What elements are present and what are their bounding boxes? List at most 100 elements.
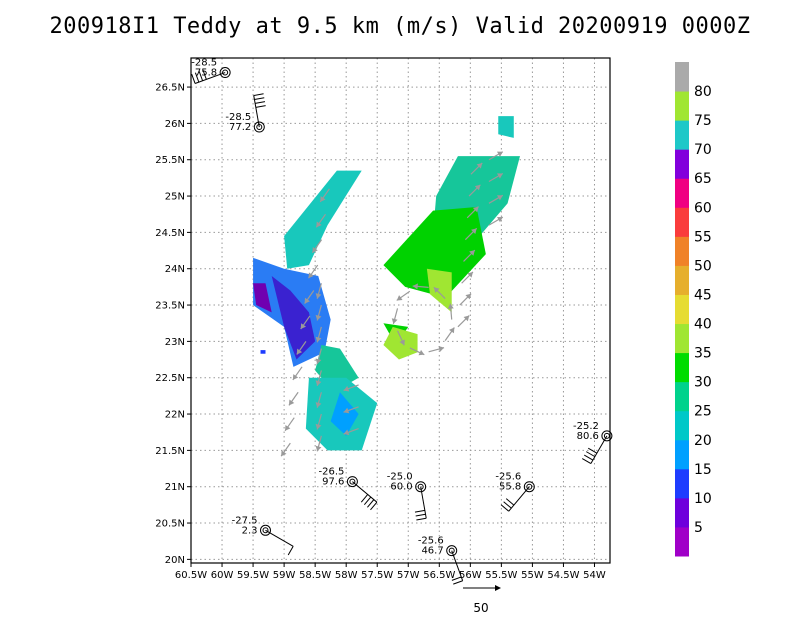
wind-vector-head <box>315 314 322 321</box>
wind-barb <box>508 486 530 512</box>
plot-frame <box>190 57 611 564</box>
wind-region <box>253 283 272 313</box>
wind-region <box>330 392 359 436</box>
wind-barb-flag <box>202 69 207 80</box>
wind-barb-flag <box>587 447 598 454</box>
wind-vector-head <box>399 339 405 346</box>
colorbar-label: 50 <box>694 258 712 274</box>
colorbar-swatch <box>675 62 689 92</box>
wind-vector-head <box>315 445 322 452</box>
station-marker-inner <box>526 483 533 490</box>
wind-vector-head <box>391 318 398 324</box>
colorbar-swatch <box>675 236 689 266</box>
colorbar-swatch <box>675 410 689 441</box>
wind-barb-flag <box>453 580 463 585</box>
colorbar-swatch <box>675 439 689 470</box>
wind-vector-head <box>467 271 473 278</box>
y-tick-label: 22.5N <box>155 373 185 384</box>
wind-barb-flag <box>503 501 512 509</box>
station-marker <box>253 121 265 133</box>
wind-vector-head <box>447 303 454 309</box>
wind-vector-head <box>315 402 322 408</box>
colorbar-label: 30 <box>694 375 712 391</box>
colorbar-label: 25 <box>694 404 712 420</box>
wind-vector-head <box>496 151 503 157</box>
x-tick-label: 55.5W <box>485 570 517 581</box>
y-tick-label: 26.5N <box>155 83 185 94</box>
x-tick-label: 60W <box>211 570 234 581</box>
station-marker-inner <box>262 527 269 534</box>
wind-barb <box>265 529 294 547</box>
wind-vector-head <box>285 424 291 431</box>
station-speed: 2.3 <box>242 525 258 536</box>
wind-vector-head <box>472 206 479 213</box>
wind-barb-flag <box>191 73 196 84</box>
wind-barb-flag <box>414 509 425 513</box>
station-marker <box>446 545 458 557</box>
station-temp: -28.5 <box>225 112 251 123</box>
x-tick-label: 59.5W <box>237 570 269 581</box>
x-tick-label: 55W <box>521 570 544 581</box>
colorbar-swatch <box>675 468 689 499</box>
wind-vector-head <box>281 450 287 457</box>
x-tick-label: 59W <box>273 570 296 581</box>
x-tick-label: 58.5W <box>299 570 331 581</box>
wind-vector-head <box>315 358 322 365</box>
colorbar-swatch <box>675 265 689 295</box>
colorbar-swatch <box>675 178 689 208</box>
colorbar-label: 15 <box>694 462 712 478</box>
wind-barb-flag <box>500 504 510 512</box>
station-temp: -28.5 <box>191 58 217 69</box>
wind-vector-head <box>449 327 455 334</box>
x-tick-label: 60.5W <box>175 570 207 581</box>
wind-barb <box>451 550 464 581</box>
wind-vector-head <box>396 295 403 301</box>
colorbar-label: 70 <box>694 142 712 158</box>
colorbar-label: 5 <box>694 520 703 536</box>
colorbar: 5 10 15 20 25 30 35 40 45 50 55 60 65 70 75 80 <box>675 62 712 557</box>
wind-barb-flag <box>255 101 266 104</box>
station-marker <box>259 524 271 536</box>
colorbar-label: 65 <box>694 171 712 187</box>
wind-region <box>426 268 452 313</box>
wind-region <box>498 116 514 138</box>
station-temp: -25.6 <box>495 472 521 483</box>
colorbar-swatch <box>675 323 689 354</box>
wind-barb <box>420 486 427 519</box>
reference-vector: 50 <box>463 585 501 615</box>
wind-barb <box>253 95 260 128</box>
wind-vector-head <box>315 293 322 299</box>
reference-arrow-head <box>495 585 501 591</box>
y-tick-label: 21N <box>165 482 185 493</box>
wind-barb-flag <box>581 458 592 464</box>
y-tick-label: 24N <box>165 264 185 275</box>
wind-vector-head <box>288 399 295 406</box>
wind-barb <box>352 481 378 503</box>
x-tick-label: 56W <box>459 570 482 581</box>
x-tick-label: 54.5W <box>547 570 579 581</box>
wind-vector-head <box>300 323 307 330</box>
station-speed: 97.6 <box>322 477 344 488</box>
wind-barb-flag <box>194 72 200 83</box>
colorbar-swatch <box>675 497 689 528</box>
colorbar-label: 35 <box>694 346 712 362</box>
station-marker <box>601 430 613 442</box>
wind-vector-head <box>316 221 322 228</box>
wind-vector-head <box>343 429 350 436</box>
wind-vector-head <box>308 272 314 279</box>
y-tick-label: 21.5N <box>155 446 185 457</box>
wind-barb-flag <box>287 546 294 556</box>
station-temp: -25.6 <box>418 536 444 547</box>
station-temp: -26.5 <box>319 467 345 478</box>
colorbar-label: 80 <box>694 84 712 100</box>
reference-label: 50 <box>473 601 488 615</box>
station-marker-inner <box>222 69 229 76</box>
wind-vector-head <box>433 287 440 293</box>
colorbar-label: 60 <box>694 200 712 216</box>
wind-vector-head <box>418 349 425 356</box>
colorbar-swatch <box>675 207 689 237</box>
station-marker <box>415 481 427 493</box>
station-marker-inner <box>349 478 356 485</box>
x-tick-label: 54W <box>583 570 606 581</box>
